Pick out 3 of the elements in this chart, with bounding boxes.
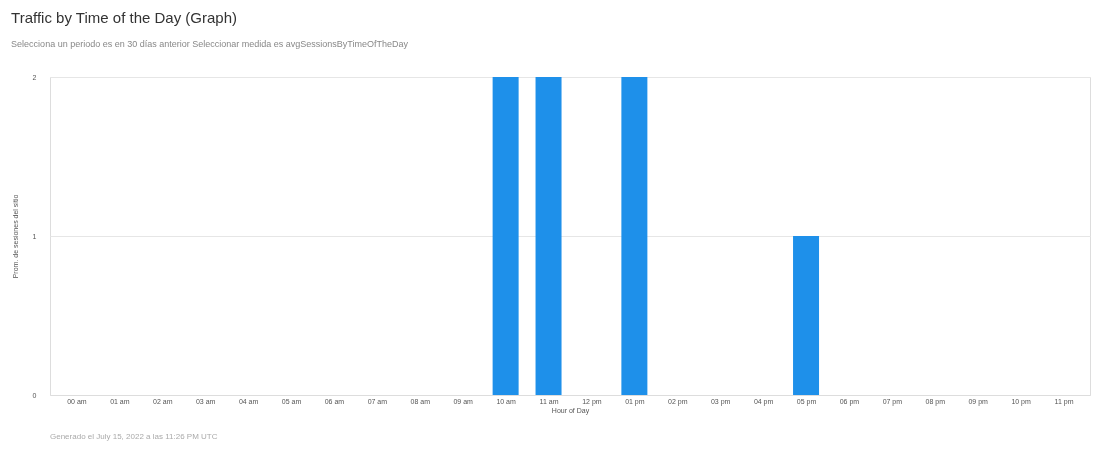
chart-title: Traffic by Time of the Day (Graph) — [11, 9, 238, 26]
chart-subtitle: Selecciona un periodo es en 30 días anterior Seleccionar medida es avgSessionsByTimeOfTheDay — [11, 39, 409, 49]
text: Generado el July 15, 2022 a las 11:26 PM UTC — [50, 432, 218, 441]
